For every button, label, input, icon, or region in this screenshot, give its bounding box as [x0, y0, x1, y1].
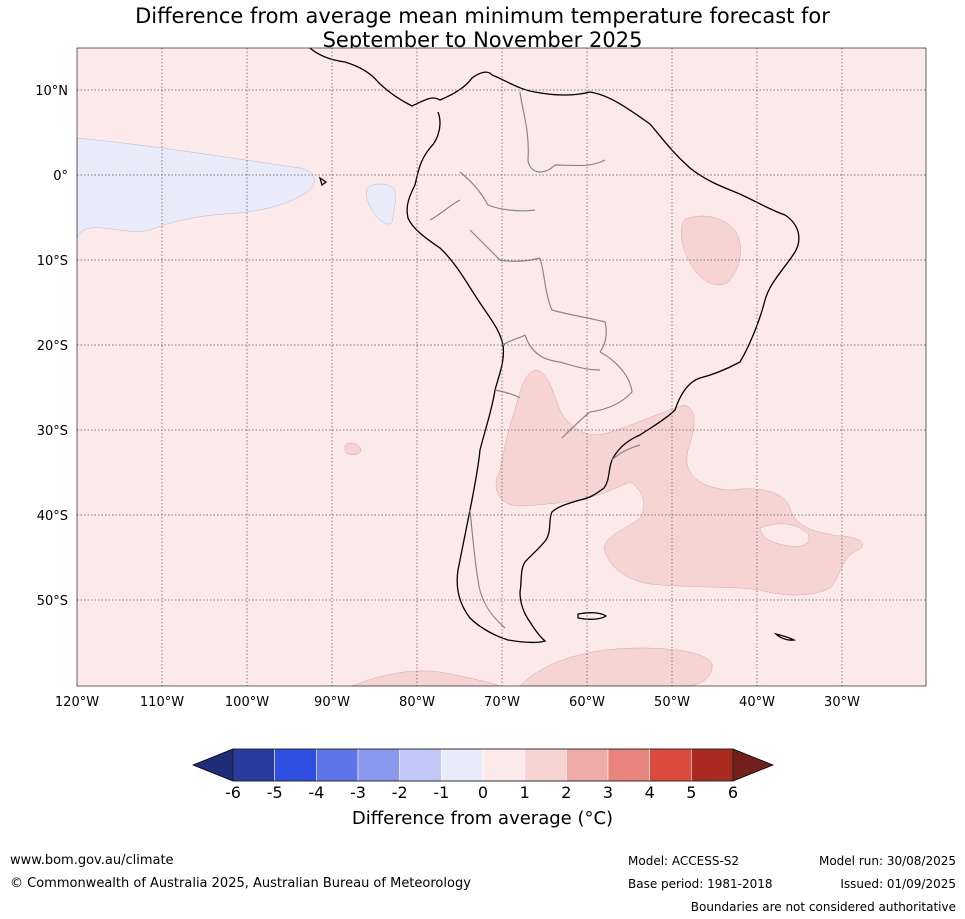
lon-label: 70°W — [484, 695, 520, 710]
colorbar-tick-label: 2 — [561, 783, 571, 802]
lon-label: 120°W — [55, 695, 99, 710]
lon-label: 40°W — [739, 695, 775, 710]
colorbar-outline — [232, 748, 734, 782]
colorbar-segment — [524, 748, 567, 782]
colorbar-segment — [399, 748, 442, 782]
title-line-1: Difference from average mean minimum tem… — [135, 4, 830, 28]
lon-label: 110°W — [140, 695, 184, 710]
lon-label: 100°W — [225, 695, 269, 710]
anomaly-fill-layer — [76, 137, 863, 687]
negative-anomaly-area-pacific — [76, 137, 315, 239]
lon-label: 80°W — [399, 695, 435, 710]
south-georgia — [773, 632, 797, 641]
lat-label: 20°S — [37, 339, 68, 354]
colorbar-segment — [441, 748, 484, 782]
country-borders — [429, 91, 641, 629]
copyright-text: © Commonwealth of Australia 2025, Austra… — [10, 876, 471, 891]
disclaimer-text: Boundaries are not considered authoritat… — [690, 900, 956, 914]
lat-label: 50°S — [37, 594, 68, 609]
colorbar-tick-label: 4 — [645, 783, 655, 802]
lat-label: 0° — [53, 169, 68, 184]
colorbar-segment — [232, 748, 275, 782]
graticule — [77, 48, 926, 686]
warm-anomaly-area-ne-brazil — [681, 215, 741, 286]
colorbar-tick-label: -1 — [433, 783, 449, 802]
colorbar: -6 -5 -4 -3 -2 -1 0 1 2 3 4 5 6 — [191, 748, 775, 802]
colorbar-segment — [566, 748, 609, 782]
colorbar-tick-label: -2 — [392, 783, 408, 802]
lat-label: 10°N — [35, 84, 68, 99]
lon-label: 90°W — [314, 695, 350, 710]
colorbar-segment — [357, 748, 400, 782]
model-text: Model: ACCESS-S2 — [628, 854, 740, 868]
galapagos — [318, 176, 328, 187]
colorbar-tick-label: 1 — [520, 783, 530, 802]
colorbar-under-arrow — [191, 748, 234, 782]
colorbar-tick-label: -5 — [267, 783, 283, 802]
colorbar-over-arrow — [732, 748, 775, 782]
latitude-labels: 10°N 0° 10°S 20°S 30°S 40°S 50°S — [35, 84, 68, 609]
lat-label: 30°S — [37, 424, 68, 439]
colorbar-tick-label: -4 — [308, 783, 324, 802]
colorbar-tick-label: 3 — [603, 783, 613, 802]
longitude-labels: 120°W 110°W 100°W 90°W 80°W 70°W 60°W 50… — [55, 695, 860, 710]
warm-anomaly-area-small-pacific — [344, 442, 362, 455]
base-period-text: Base period: 1981-2018 — [628, 877, 773, 891]
negative-anomaly-area-small — [366, 183, 396, 225]
colorbar-segment — [482, 748, 525, 782]
map-frame — [76, 47, 927, 687]
model-run-text: Model run: 30/08/2025 — [818, 854, 956, 868]
warm-anomaly-area-gap — [759, 523, 810, 547]
lat-label: 10°S — [37, 254, 68, 269]
south-america-coast — [406, 74, 800, 644]
colorbar-tick-label: 5 — [686, 783, 696, 802]
issued-text: Issued: 01/09/2025 — [840, 877, 956, 891]
colorbar-label: Difference from average (°C) — [351, 808, 614, 829]
lat-label: 40°S — [37, 509, 68, 524]
lon-label: 50°W — [654, 695, 690, 710]
chart-title: Difference from average mean minimum tem… — [0, 4, 965, 52]
colorbar-segment — [649, 748, 692, 782]
colorbar-segment — [691, 748, 734, 782]
colorbar-segment — [274, 748, 317, 782]
colorbar-segment — [316, 748, 359, 782]
warm-anomaly-area-south — [351, 647, 713, 687]
falkland-islands — [577, 612, 608, 620]
colorbar-tick-label: 6 — [728, 783, 738, 802]
colorbar-tick-label: 0 — [478, 783, 488, 802]
lon-label: 60°W — [569, 695, 605, 710]
colorbar-tick-label: -6 — [225, 783, 241, 802]
coastlines — [309, 47, 800, 644]
lon-label: 30°W — [824, 695, 860, 710]
colorbar-tick-label: -3 — [350, 783, 366, 802]
website-link[interactable]: www.bom.gov.au/climate — [10, 853, 174, 868]
colorbar-segment — [607, 748, 650, 782]
central-america-coast — [309, 47, 493, 107]
